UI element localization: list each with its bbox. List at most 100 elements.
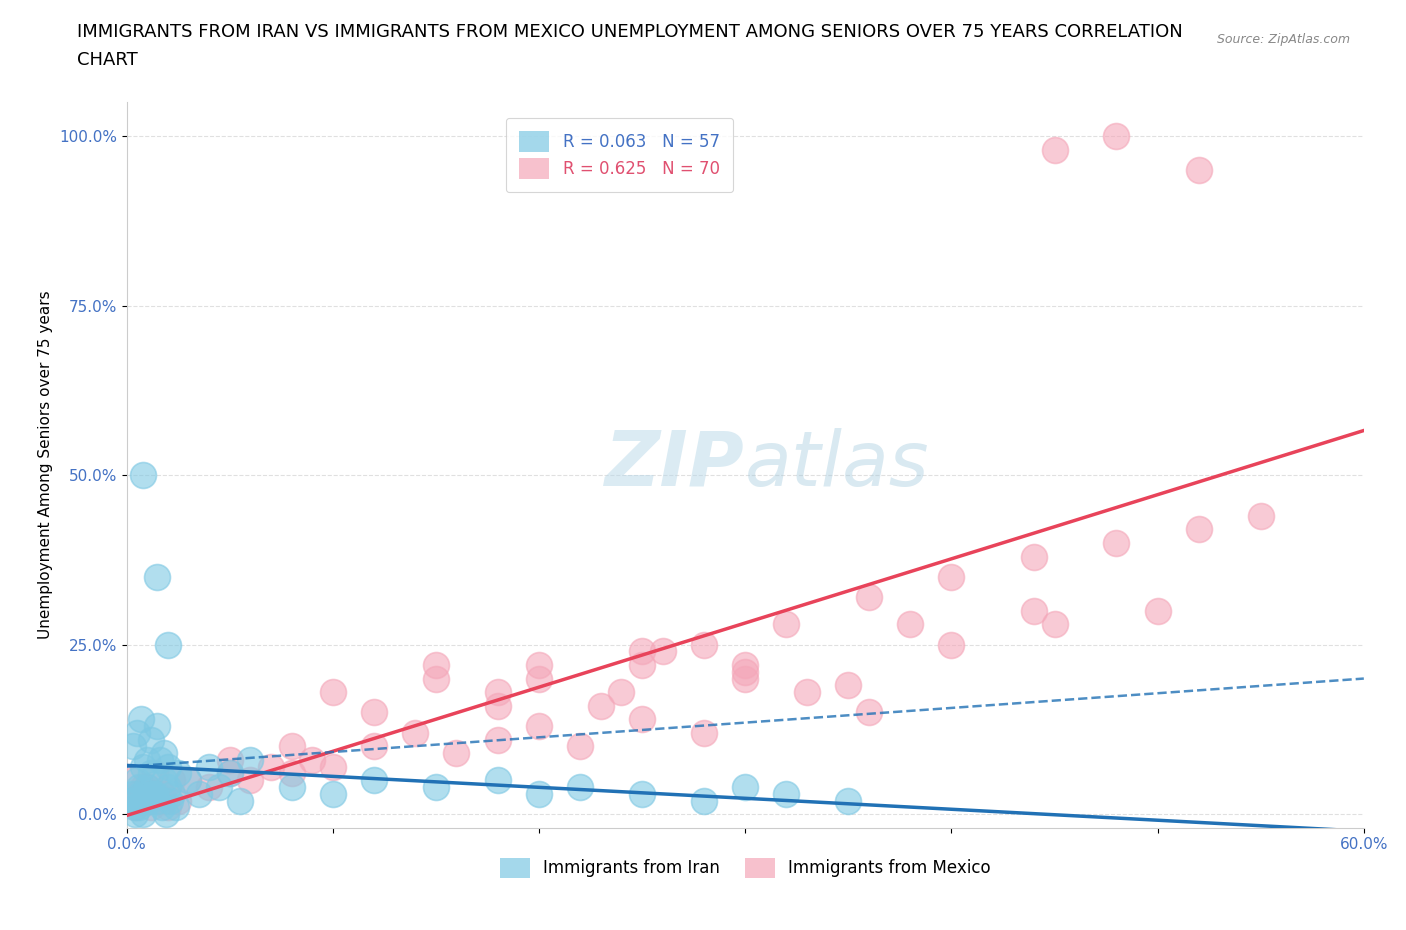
Point [128,779,150,794]
Point [120,793,142,808]
Point [132,759,155,774]
Point [156,759,179,774]
Point [425,658,447,672]
Point [156,800,179,815]
Point [239,752,262,767]
Point [218,752,240,767]
Point [1250,509,1272,524]
Point [446,746,468,761]
Point [941,637,963,652]
Point [141,800,163,815]
Point [129,711,152,726]
Point [177,773,200,788]
Point [155,806,177,821]
Point [796,684,818,699]
Point [858,590,880,604]
Point [280,766,302,781]
Point [167,766,190,781]
Point [363,705,385,720]
Point [160,787,183,802]
Point [734,671,756,686]
Point [837,793,859,808]
Point [260,759,283,774]
Point [693,793,716,808]
Point [120,793,142,808]
Point [218,766,240,781]
Point [1043,617,1066,631]
Y-axis label: Unemployment Among Seniors over 75 years: Unemployment Among Seniors over 75 years [38,291,53,639]
Point [124,806,146,821]
Point [631,644,654,658]
Point [128,787,150,802]
Point [136,779,159,794]
Point [198,759,221,774]
Point [486,684,509,699]
Point [125,725,148,740]
Point [280,779,302,794]
Text: atlas: atlas [745,428,929,502]
Point [177,773,200,788]
Point [363,739,385,754]
Point [138,793,160,808]
Point [631,658,654,672]
Point [239,773,262,788]
Point [322,759,344,774]
Point [837,678,859,693]
Point [121,773,143,788]
Point [152,793,174,808]
Point [125,787,148,802]
Point [527,719,550,734]
Point [734,779,756,794]
Point [651,644,673,658]
Text: IMMIGRANTS FROM IRAN VS IMMIGRANTS FROM MEXICO UNEMPLOYMENT AMONG SENIORS OVER 7: IMMIGRANTS FROM IRAN VS IMMIGRANTS FROM … [77,23,1182,41]
Point [156,779,179,794]
Point [486,773,509,788]
Point [142,787,165,802]
Point [145,766,167,781]
Point [132,793,155,808]
Point [486,698,509,713]
Point [145,787,167,802]
Point [148,752,170,767]
Point [631,711,654,726]
Point [129,787,152,802]
Point [858,705,880,720]
Text: CHART: CHART [77,51,138,69]
Text: Source: ZipAtlas.com: Source: ZipAtlas.com [1216,33,1350,46]
Point [198,779,221,794]
Point [280,739,302,754]
Point [1188,163,1211,178]
Point [132,806,155,821]
Point [527,671,550,686]
Point [138,793,160,808]
Point [322,684,344,699]
Point [775,787,797,802]
Point [486,732,509,747]
Point [208,779,231,794]
Point [1022,549,1045,564]
Point [631,787,654,802]
Point [160,773,183,788]
Point [121,787,143,802]
Point [1043,142,1066,157]
Point [1105,128,1128,143]
Point [136,779,159,794]
Text: ZIP: ZIP [606,428,745,502]
Point [569,779,592,794]
Point [941,569,963,584]
Point [363,773,385,788]
Point [301,752,323,767]
Point [152,746,174,761]
Point [128,800,150,815]
Point [146,569,169,584]
Point [152,773,174,788]
Point [150,800,173,815]
Point [134,793,156,808]
Point [218,766,240,781]
Point [124,800,146,815]
Point [775,617,797,631]
Point [527,787,550,802]
Point [898,617,921,631]
Point [1022,604,1045,618]
Legend: Immigrants from Iran, Immigrants from Mexico: Immigrants from Iran, Immigrants from Me… [494,851,997,884]
